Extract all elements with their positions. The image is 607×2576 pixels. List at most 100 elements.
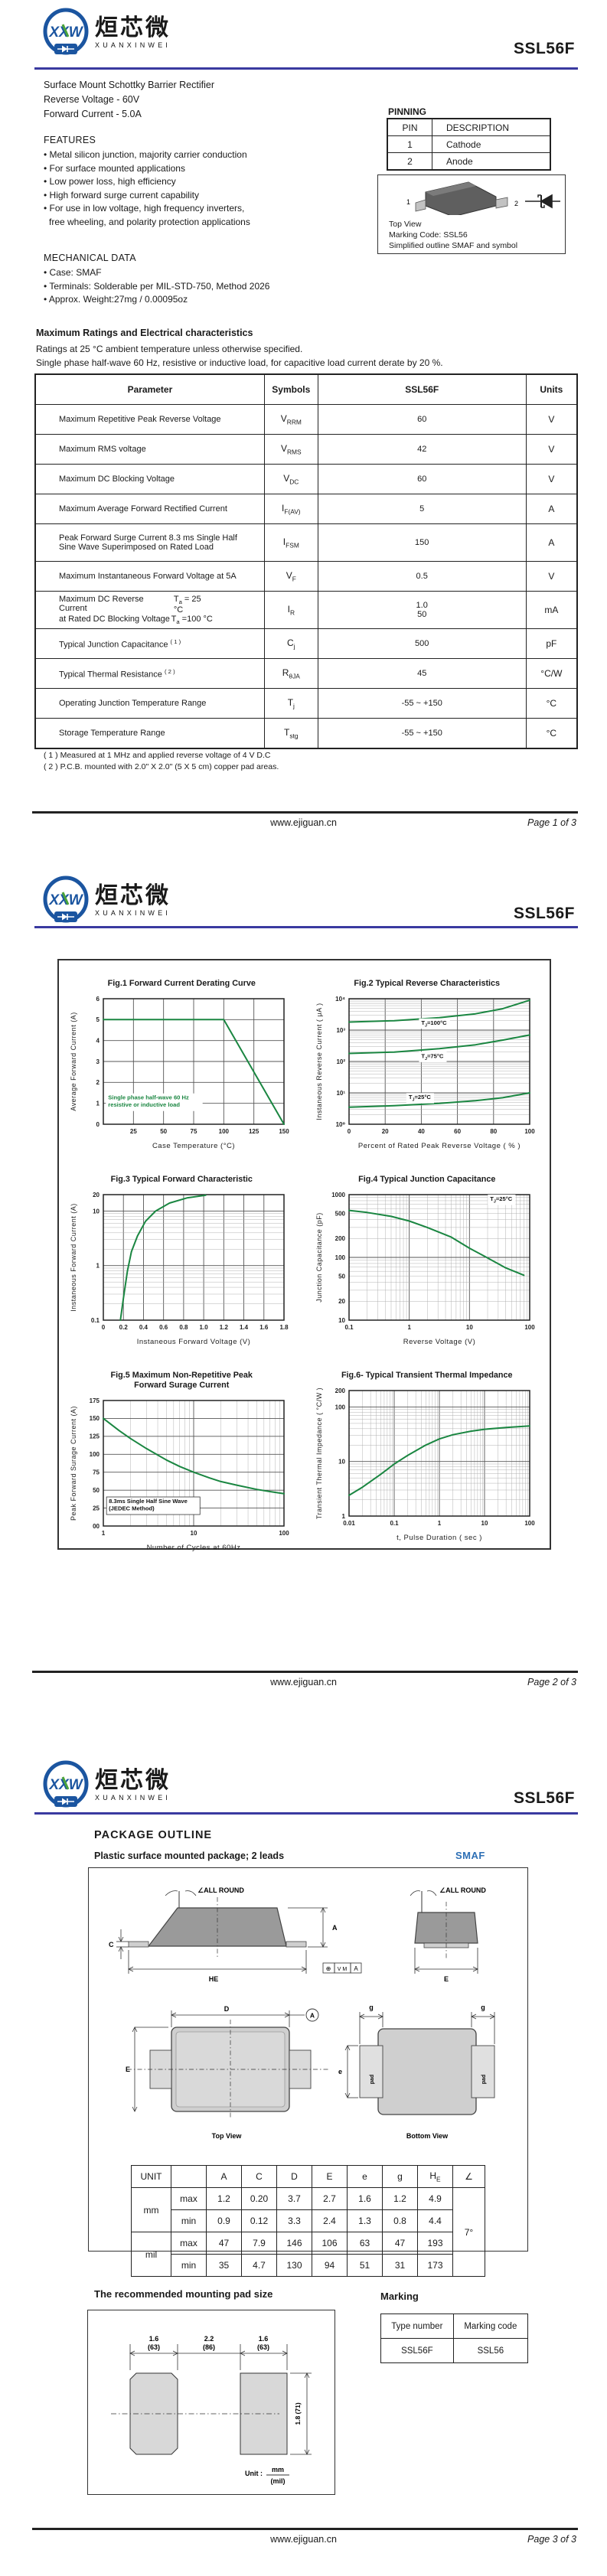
svg-text:00: 00 (93, 1523, 100, 1530)
header-cell: UNIT (131, 2165, 171, 2188)
parameter-cell: Typical Junction Capacitance ( 1 ) (34, 628, 265, 659)
header-cell: A (206, 2165, 242, 2188)
outline-symbol-box: 1 2 Top View Marking Code: SSL56 Simplifie… (377, 174, 566, 254)
value-cell: 42 (317, 434, 527, 465)
parameter-cell: Operating Junction Temperature Range (34, 688, 265, 719)
svg-text:0.01: 0.01 (343, 1520, 355, 1527)
svg-text:TJ=75°C: TJ=75°C (421, 1052, 444, 1061)
footer-rule (32, 811, 578, 814)
mounting-pad-drawing: 1.6(63) 2.2(86) 1.6(63) 1.8 (71) Unit : … (111, 2335, 312, 2485)
package-end-view-drawing: ∠ALL ROUND E (410, 1886, 486, 1983)
dim-HE (128, 1950, 307, 1974)
svg-text:1: 1 (438, 1520, 442, 1527)
svg-text:⊕: ⊕ (326, 1965, 331, 1972)
brand-logo: XXW烜芯微XUANXINWEI (41, 8, 171, 58)
package-name: SMAF (455, 1850, 485, 1861)
header-cell: Units (525, 373, 578, 405)
minmax-cell: max (171, 2232, 207, 2255)
svg-text:10²: 10² (336, 1058, 345, 1065)
unit-cell: mA (525, 591, 578, 629)
value-cell: 500 (317, 628, 527, 659)
svg-text:0.6: 0.6 (159, 1324, 168, 1331)
svg-text:100: 100 (524, 1324, 535, 1331)
brand-logo-mark: XXW (43, 8, 89, 55)
dim-value-cell: 2.7 (312, 2187, 348, 2210)
pad-dim-lines (129, 2344, 288, 2370)
header-cell: Parameter (34, 373, 265, 405)
mounting-pad-box: 1.6 (63) 2.2 (86) 1.6 (63) 1.8 (71) Unit : … (87, 2310, 335, 2495)
brand-name-cn: 烜芯微 (95, 883, 171, 908)
svg-text:0.4: 0.4 (139, 1324, 148, 1331)
pinning-row: 2 Anode (387, 152, 551, 171)
dim-row: mil max 47 7.9 146 106 63 47 193 (131, 2232, 485, 2277)
brand-text: 烜芯微 XUANXINWEI (95, 17, 171, 50)
outline-caption-line: Simplified outline SMAF and symbol (389, 241, 518, 250)
value-cell: 1.0 50 (317, 591, 527, 629)
dim-C (116, 1929, 129, 1959)
svg-text:175: 175 (90, 1397, 100, 1404)
unit-cell: pF (525, 628, 578, 659)
ratings-row: Typical Thermal Resistance ( 2 ) RθJA 45 °C… (34, 658, 578, 689)
ratings-row: Maximum Instantaneous Forward Voltage at… (34, 561, 578, 592)
svg-text:Instaneous Forward Voltage (V): Instaneous Forward Voltage (V) (137, 1338, 251, 1346)
symbol-cell: VF (263, 561, 318, 592)
svg-text:resistive or inductive load: resistive or inductive load (109, 1101, 181, 1108)
dim-value-cell: 94 (312, 2254, 348, 2277)
pinning-row: 1 Cathode (387, 135, 551, 153)
dim-value-cell: 47 (206, 2232, 242, 2255)
parameter-cell: Typical Thermal Resistance ( 2 ) (34, 658, 265, 689)
symbol-cell: RθJA (263, 658, 318, 689)
value-line: 5 (419, 504, 425, 514)
fig-title-line: Fig.4 Typical Junction Capacitance (358, 1175, 496, 1184)
dim-row: mm max 1.2 0.20 3.7 2.7 1.6 1.2 4.9 7° (131, 2187, 485, 2277)
parameter-cell: Peak Forward Surge Current 8.3 ms Single… (34, 523, 265, 562)
package-and-symbol-drawing: 1 2 (406, 181, 560, 217)
brand-name-en: XUANXINWEI (95, 41, 171, 49)
parameter-cell: Maximum Average Forward Rectified Curren… (34, 494, 265, 524)
svg-text:(mil): (mil) (271, 2477, 286, 2485)
pinning-header-row: PIN DESCRIPTION (387, 118, 551, 136)
pad-dim-top-labels: 1.6(63) 2.2(86) 1.6(63) (148, 2335, 269, 2351)
svg-text:0.1: 0.1 (390, 1520, 399, 1527)
description-line: Surface Mount Schottky Barrier Rectifier (44, 80, 214, 90)
dim-e-label: e (338, 2068, 342, 2075)
marking-title: Marking (380, 2291, 419, 2302)
svg-text:50: 50 (338, 1273, 345, 1280)
footer-page-number: Page 2 of 3 (527, 1677, 576, 1687)
svg-text:Percent of Rated Peak Reverse: Percent of Rated Peak Reverse Voltage ( … (358, 1142, 521, 1150)
dim-value-cell: 146 (276, 2232, 312, 2255)
svg-text:125: 125 (90, 1433, 100, 1440)
dim-row: min 0.9 0.12 3.3 2.4 1.3 0.8 4.4 (132, 2209, 485, 2232)
parameter-line: Storage Temperature Range (59, 729, 165, 738)
svg-text:25: 25 (130, 1128, 137, 1135)
header-cell (171, 2165, 207, 2188)
parameter-line: Maximum Average Forward Rectified Curren… (59, 504, 227, 514)
unit-cell: V (525, 464, 578, 494)
brand-name-cn: 烜芯微 (95, 1768, 171, 1793)
value-cell: 150 (317, 523, 527, 562)
svg-text:0.1: 0.1 (344, 1324, 354, 1331)
fig5-plot: 1 10 100 00 25 50 75 100 125 150 175 Number of Cycl… (70, 1397, 289, 1552)
svg-text:10⁴: 10⁴ (335, 996, 345, 1003)
header-cell: HE (417, 2165, 453, 2188)
header-cell: Type number (380, 2314, 454, 2339)
dim-value-cell: 2.4 (312, 2209, 348, 2232)
svg-text:0.2: 0.2 (119, 1324, 129, 1331)
svg-text:4: 4 (96, 1037, 100, 1044)
symbol-cell: IFSM (263, 523, 318, 562)
fig6-title: Fig.6- Typical Transient Thermal Impedan… (341, 1371, 513, 1381)
value-cell: 5 (317, 494, 527, 524)
ratings-title: Maximum Ratings and Electrical character… (36, 328, 253, 338)
header-rule (34, 67, 578, 70)
dim-value-cell: 1.3 (347, 2209, 383, 2232)
unit-cell: A (525, 494, 578, 524)
svg-text:60: 60 (454, 1128, 461, 1135)
dim-value-cell: 0.8 (382, 2209, 418, 2232)
pin2-label: 2 (514, 200, 518, 207)
package-subtitle: Plastic surface mounted package; 2 leads (94, 1850, 285, 1861)
symbol-cell: Cj (263, 628, 318, 659)
svg-text:50: 50 (93, 1487, 100, 1494)
package-outline-box: ∠ALL ROUND A C (88, 1867, 528, 2277)
symbol-cell: VRRM (263, 404, 318, 435)
